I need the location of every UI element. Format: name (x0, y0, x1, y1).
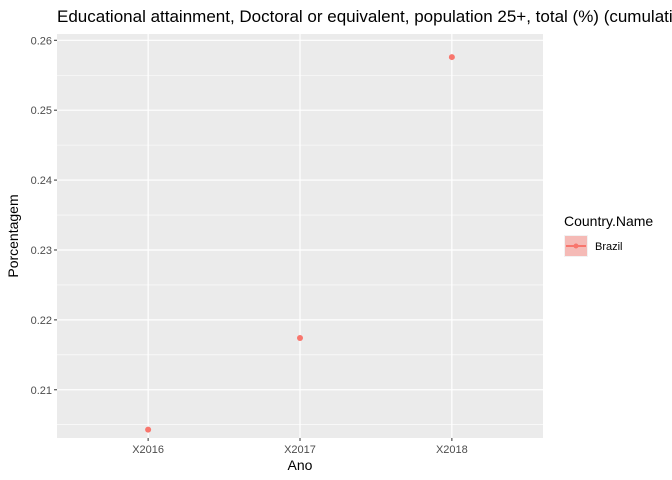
x-tick-label: X2018 (436, 444, 468, 456)
y-tick-label: 0.21 (31, 385, 52, 397)
chart-title: Educational attainment, Doctoral or equi… (57, 7, 672, 26)
grid-major (57, 34, 543, 438)
legend-label-brazil: Brazil (595, 241, 623, 253)
y-tick-label: 0.24 (31, 175, 52, 187)
y-tick-label: 0.23 (31, 245, 52, 257)
data-points (145, 54, 455, 433)
legend-key-point (573, 243, 579, 249)
axis-ticks: 0.21 0.22 0.23 0.24 0.25 0.26 X2016 X2017 X2018 (31, 35, 468, 456)
legend-title: Country.Name (564, 213, 653, 229)
y-tick-label: 0.25 (31, 105, 52, 117)
legend: Country.Name Brazil (564, 213, 653, 257)
data-point (145, 426, 152, 433)
x-tick-label: X2017 (284, 444, 316, 456)
data-point (297, 335, 303, 342)
x-axis-title: Ano (288, 457, 313, 473)
data-point (448, 54, 455, 61)
y-tick-label: 0.26 (31, 35, 52, 47)
y-tick-label: 0.22 (31, 315, 52, 327)
y-axis-title: Porcentagem (5, 194, 21, 277)
x-tick-label: X2016 (132, 444, 164, 456)
